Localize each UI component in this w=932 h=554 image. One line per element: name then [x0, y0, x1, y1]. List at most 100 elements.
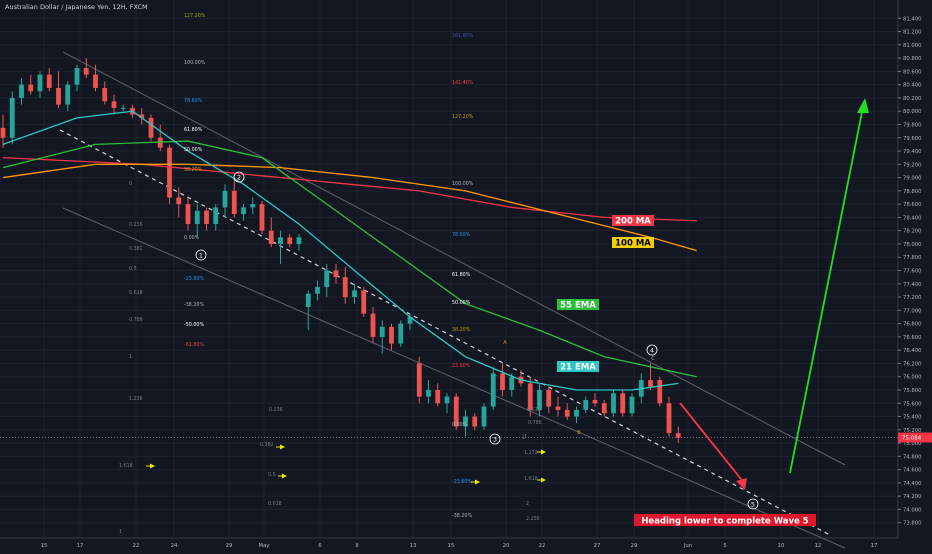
- candle-body: [416, 363, 422, 397]
- fib-label: 127.20%: [452, 114, 474, 120]
- candle-body: [9, 97, 15, 138]
- candle-body: [426, 389, 431, 397]
- price-tick-label: 75.000: [903, 441, 922, 447]
- candle-body: [185, 204, 191, 225]
- price-tick-label: 77.200: [903, 295, 922, 301]
- fib-label: 78.60%: [452, 232, 471, 238]
- candle-body: [93, 74, 98, 88]
- indicator-label-bg: [557, 361, 599, 372]
- candle-body: [666, 403, 672, 434]
- candle-body: [250, 204, 256, 208]
- indicator-label-bg: [612, 237, 654, 248]
- fib-label: 61.80%: [452, 272, 471, 278]
- candle-body: [157, 137, 163, 148]
- price-tick-label: 76.400: [903, 348, 922, 354]
- time-tick-label: 8: [355, 543, 359, 549]
- price-tick-label: 77.000: [903, 308, 922, 314]
- price-tick-label: 81.400: [903, 16, 922, 22]
- price-tick-label: 75.600: [903, 401, 922, 407]
- price-tick-label: 74.800: [903, 454, 922, 460]
- fib-label: -61.80%: [184, 342, 204, 348]
- fib-misc-label: 2.236: [526, 516, 540, 522]
- candle-body: [83, 68, 89, 75]
- candle-body: [324, 270, 330, 288]
- fib-label: -23.60%: [184, 276, 204, 282]
- fib-misc-label: 0.5: [268, 472, 276, 478]
- channel-lower-line: [62, 207, 846, 549]
- wave-label-circle: [195, 249, 207, 261]
- indicator-line-21-ema: [2, 110, 679, 391]
- price-tick-label: 76.600: [903, 335, 922, 341]
- price-tick-label: 74.400: [903, 481, 922, 487]
- candle-body: [315, 287, 320, 294]
- candle-body: [398, 323, 404, 344]
- price-tick-label: 79.800: [903, 122, 922, 128]
- candle-body: [268, 230, 274, 244]
- fib-label: 78.60%: [184, 98, 203, 104]
- time-tick-label: 17: [871, 543, 878, 549]
- channel-upper-line: [62, 51, 846, 466]
- yellow-arrow-icon: [475, 479, 480, 485]
- price-tick-label: 74.200: [903, 494, 922, 500]
- candle-body: [167, 147, 172, 198]
- wave-label: 1: [199, 252, 203, 260]
- candle-body: [222, 190, 228, 208]
- indicator-label: 200 MA: [615, 217, 651, 227]
- fib-misc-label: 0.618: [129, 290, 143, 296]
- fib-label: 50.00%: [452, 300, 471, 306]
- wave-label-circle: [489, 433, 501, 445]
- candle-body: [574, 409, 579, 417]
- price-tick-label: 75.200: [903, 428, 922, 434]
- time-tick-label: Jun: [683, 543, 692, 549]
- fib-label: -38.20%: [184, 302, 204, 308]
- candle-body: [28, 84, 34, 92]
- fib-misc-label: 1: [522, 435, 525, 441]
- time-tick-label: 24: [171, 543, 178, 549]
- candle-body: [37, 74, 43, 92]
- candle-body: [648, 380, 653, 387]
- time-tick-label: 15: [448, 543, 455, 549]
- price-tick-label: 80.600: [903, 69, 922, 75]
- candle-body: [601, 403, 607, 414]
- candle-body: [583, 399, 589, 410]
- candle-body: [296, 237, 302, 244]
- price-tick-label: 74.600: [903, 468, 922, 474]
- candle-body: [463, 416, 468, 427]
- candle-body: [111, 101, 117, 108]
- candle-body: [509, 376, 515, 390]
- candle-body: [148, 117, 154, 138]
- fib-misc-label: 0.236: [129, 222, 143, 228]
- price-tick-label: 77.400: [903, 282, 922, 288]
- red-projection-line: [679, 402, 746, 485]
- time-axis: 15 17 22 24 29 May 6 8 13 15 20 22 27 29 Jun 5 10 12 17: [0, 537, 898, 549]
- current-price-label: 75.084: [902, 435, 922, 441]
- candle-body: [19, 84, 24, 98]
- price-tick-label: 74.000: [903, 507, 922, 513]
- price-tick-label: 80.800: [903, 56, 922, 62]
- annotation-bg: [634, 514, 816, 526]
- fib-misc-label: 1.236: [129, 396, 143, 402]
- candle-body: [361, 290, 367, 314]
- candle-body: [675, 433, 681, 438]
- wave-label-circle: [233, 171, 245, 183]
- candle-body: [379, 326, 385, 337]
- candle-body: [213, 207, 219, 225]
- fib-misc-label: 1: [129, 354, 132, 360]
- fib-misc-label: 0.236: [269, 407, 283, 413]
- candle-body: [490, 373, 496, 407]
- candle-body: [444, 396, 450, 404]
- yellow-arrow-icon: [280, 444, 285, 450]
- price-tick-label: 77.600: [903, 269, 922, 275]
- fib-misc-label: 0.786: [528, 420, 542, 426]
- candle-body: [527, 383, 533, 410]
- time-tick-label: 15: [41, 543, 48, 549]
- fib-misc-label: 1: [119, 529, 122, 535]
- candle-body: [305, 293, 311, 308]
- green-projection-line: [789, 106, 864, 474]
- candle-body: [241, 207, 246, 215]
- yellow-arrow-icon: [541, 449, 546, 455]
- candle-body: [287, 237, 293, 244]
- fib-label: 127.20%: [184, 13, 206, 19]
- time-tick-label: 29: [631, 543, 638, 549]
- time-tick-label: 6: [318, 543, 322, 549]
